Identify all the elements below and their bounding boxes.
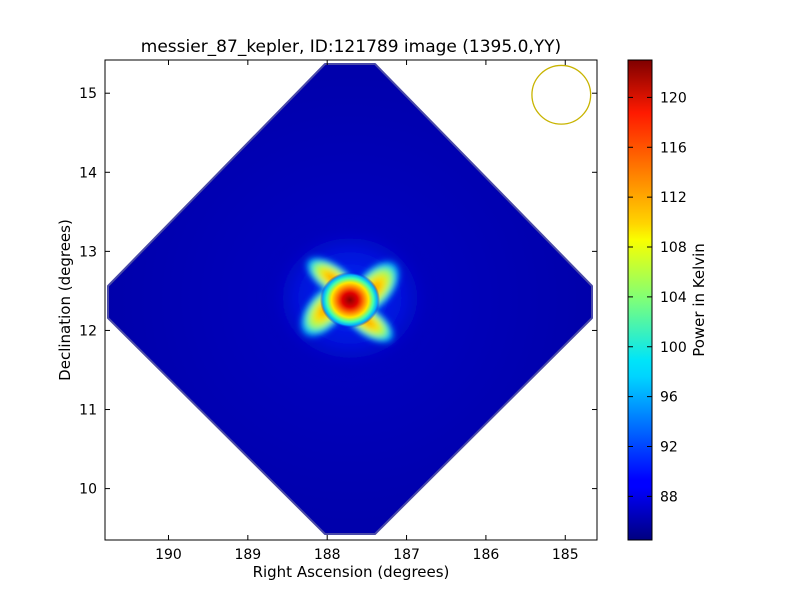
y-tick-label: 15 <box>79 86 97 102</box>
colorbar-tick-label: 112 <box>660 190 687 206</box>
y-tick-label: 12 <box>79 323 97 339</box>
colorbar-tick-label: 116 <box>660 140 687 156</box>
x-tick-label: 190 <box>155 547 182 563</box>
plot-frame <box>104 59 598 541</box>
colorbar-tick-label: 100 <box>660 340 687 356</box>
colorbar-tick-label: 92 <box>660 439 678 455</box>
chart-title: messier_87_kepler, ID:121789 image (1395… <box>141 37 561 57</box>
colorbar-tick-label: 104 <box>660 290 687 306</box>
y-axis: 10 11 12 13 14 15 <box>79 86 597 498</box>
colorbar-gradient <box>627 59 653 541</box>
y-axis-label: Declination (degrees) <box>56 219 74 381</box>
emission-core <box>320 272 380 328</box>
x-tick-label: 186 <box>473 547 500 563</box>
beam-circle <box>531 64 592 125</box>
colorbar: 88 92 96 100 104 108 112 116 120 Power in Kelvin <box>627 59 708 541</box>
x-tick-label: 189 <box>234 547 261 563</box>
x-tick-label: 188 <box>314 547 341 563</box>
y-tick-label: 13 <box>79 244 97 260</box>
x-axis-label: Right Ascension (degrees) <box>253 563 450 581</box>
colorbar-tick-label: 108 <box>660 240 687 256</box>
y-tick-label: 10 <box>79 482 97 498</box>
colorbar-label: Power in Kelvin <box>690 243 708 357</box>
colorbar-tick-label: 88 <box>660 489 678 505</box>
x-tick-label: 185 <box>552 547 579 563</box>
colorbar-tick-label: 96 <box>660 390 678 406</box>
y-tick-label: 14 <box>79 165 97 181</box>
plot-area: 190 189 188 187 186 185 10 11 12 13 14 15 <box>79 59 598 563</box>
x-axis: 190 189 188 187 186 185 <box>155 60 579 563</box>
heatmap-image <box>107 63 593 535</box>
x-tick-label: 187 <box>393 547 420 563</box>
colorbar-ticks: 88 92 96 100 104 108 112 116 120 <box>628 90 687 505</box>
colorbar-tick-label: 120 <box>660 90 687 106</box>
y-tick-label: 11 <box>79 403 97 419</box>
